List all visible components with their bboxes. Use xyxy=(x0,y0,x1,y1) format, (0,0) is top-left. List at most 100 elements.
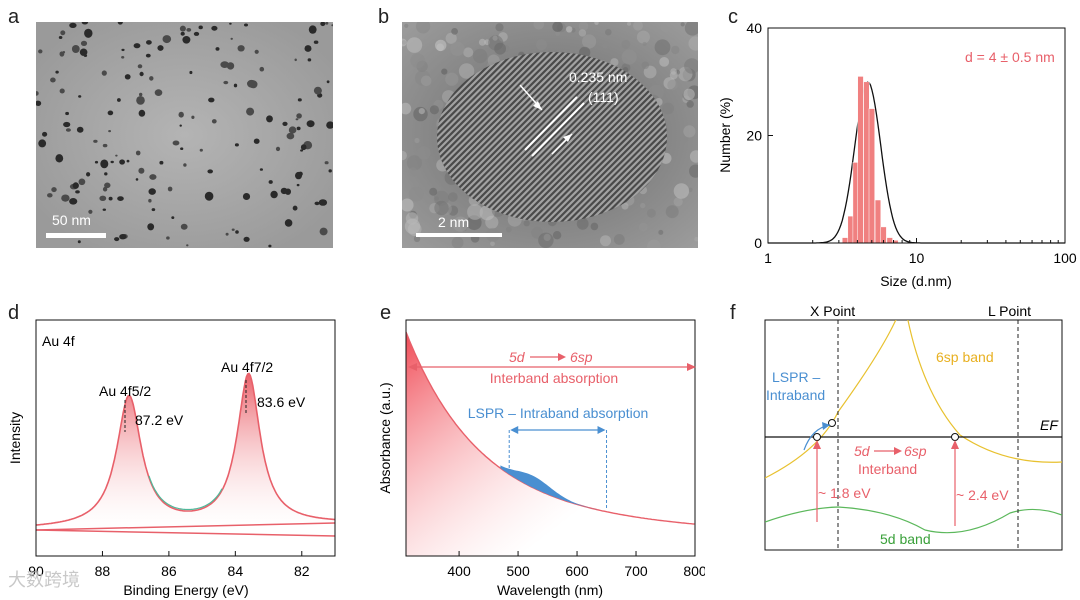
nanoparticle xyxy=(81,22,89,25)
lattice-fringe xyxy=(437,52,549,222)
noise-speckle xyxy=(445,32,457,44)
nanoparticle xyxy=(47,193,53,198)
interband-absorption-label: Interband absorption xyxy=(490,370,618,386)
y-axis-label-c: Number (%) xyxy=(717,97,733,172)
nanoparticle xyxy=(230,37,233,40)
noise-speckle xyxy=(494,42,506,55)
nanoparticle xyxy=(288,126,297,134)
noise-speckle xyxy=(582,34,597,49)
nanoparticle xyxy=(180,31,185,36)
band-diagram: X Point L Point 6sp band 5d band EF LSPR… xyxy=(764,303,1063,551)
x-tick-label: 90 xyxy=(28,563,44,579)
noise-speckle xyxy=(694,237,698,242)
noise-speckle xyxy=(566,26,573,33)
nanoparticle xyxy=(51,187,57,193)
x-axis-label-e: Wavelength (nm) xyxy=(497,582,603,598)
nanoparticle xyxy=(191,115,195,120)
lattice-marker-1 xyxy=(524,96,578,151)
absorbance-area xyxy=(406,332,695,556)
nanoparticle xyxy=(157,45,164,51)
nanoparticle xyxy=(159,160,164,165)
noise-speckle xyxy=(452,216,468,232)
noise-speckle xyxy=(533,22,545,30)
panel-letter-d: d xyxy=(8,302,20,324)
nanoparticle xyxy=(102,208,107,211)
x-tick-label: 800 xyxy=(683,563,705,579)
nanoparticle xyxy=(104,172,108,176)
diagram-frame xyxy=(764,319,1063,551)
nanoparticle xyxy=(60,30,66,36)
noise-speckle xyxy=(467,204,483,220)
xps-background-2 xyxy=(35,529,336,537)
nanoparticle xyxy=(296,113,302,119)
nanoparticle xyxy=(137,64,143,69)
noise-speckle xyxy=(478,38,486,46)
lattice-fringe xyxy=(437,52,580,222)
lattice-fringe xyxy=(556,52,667,222)
nanoparticle xyxy=(211,25,218,31)
histogram-bar xyxy=(847,215,854,244)
noise-speckle xyxy=(414,137,420,144)
xps-fit-curve xyxy=(35,372,336,526)
nanoparticle xyxy=(326,80,330,84)
nanoparticle xyxy=(36,100,42,106)
nanoparticle xyxy=(86,172,91,177)
lspr-arrowhead-left xyxy=(510,426,519,434)
nanoparticle xyxy=(50,77,56,83)
nanoparticle xyxy=(308,25,317,34)
nanoparticle xyxy=(77,240,81,244)
intraband-point xyxy=(828,419,836,427)
noise-speckle xyxy=(660,22,672,33)
nanoparticle xyxy=(304,45,312,52)
noise-speckle xyxy=(420,75,432,87)
nanoparticle xyxy=(126,159,130,163)
nanoparticle xyxy=(183,163,187,167)
lattice-plane-label: (111) xyxy=(588,89,619,105)
watermark: 大数跨境 xyxy=(8,570,80,590)
nanoparticle xyxy=(93,139,98,143)
nanoparticle xyxy=(320,22,326,27)
nanoparticle xyxy=(300,149,304,152)
nanoparticle xyxy=(65,128,71,132)
nanoparticle xyxy=(300,144,307,151)
x-tick-label: 100 xyxy=(1053,250,1077,266)
noise-speckle xyxy=(415,22,431,34)
noise-speckle xyxy=(441,68,448,75)
hrtem-image-b: 0.235 nm (111) 2 nm xyxy=(402,22,698,248)
lognormal-fit-curve xyxy=(768,81,1065,244)
nanoparticle xyxy=(211,119,217,124)
nanoparticle xyxy=(55,70,59,74)
nanoparticle xyxy=(325,22,329,25)
noise-speckle xyxy=(463,47,474,58)
noise-speckle xyxy=(642,41,647,46)
nanoparticle xyxy=(179,124,182,127)
noise-speckle xyxy=(662,102,674,115)
nanoparticle xyxy=(147,223,155,231)
nanoparticle xyxy=(313,40,319,44)
nanoparticle xyxy=(62,51,66,54)
histogram-bar xyxy=(863,81,870,244)
nanoparticle xyxy=(328,169,332,173)
histogram-bar xyxy=(857,76,864,244)
nanoparticle xyxy=(136,96,145,105)
nanoparticle xyxy=(259,168,263,171)
noise-speckle xyxy=(448,192,458,202)
lattice-fringe xyxy=(500,52,667,222)
noise-speckle xyxy=(473,48,488,64)
nanoparticle xyxy=(104,182,111,189)
noise-speckle xyxy=(647,239,661,248)
lspr-band xyxy=(500,465,607,512)
nanoparticle xyxy=(266,115,273,123)
noise-speckle xyxy=(667,79,678,91)
noise-speckle xyxy=(621,39,631,49)
noise-speckle xyxy=(673,183,690,199)
lattice-fringe xyxy=(519,52,667,222)
nanoparticle xyxy=(124,74,131,80)
nanoparticle xyxy=(242,193,251,200)
nanoparticle xyxy=(38,139,47,148)
scale-bar-label-a: 50 nm xyxy=(52,212,91,228)
nanoparticle xyxy=(247,79,256,88)
nanoparticle xyxy=(208,97,215,103)
nanoparticle xyxy=(254,49,259,54)
noise-speckle xyxy=(578,22,589,31)
